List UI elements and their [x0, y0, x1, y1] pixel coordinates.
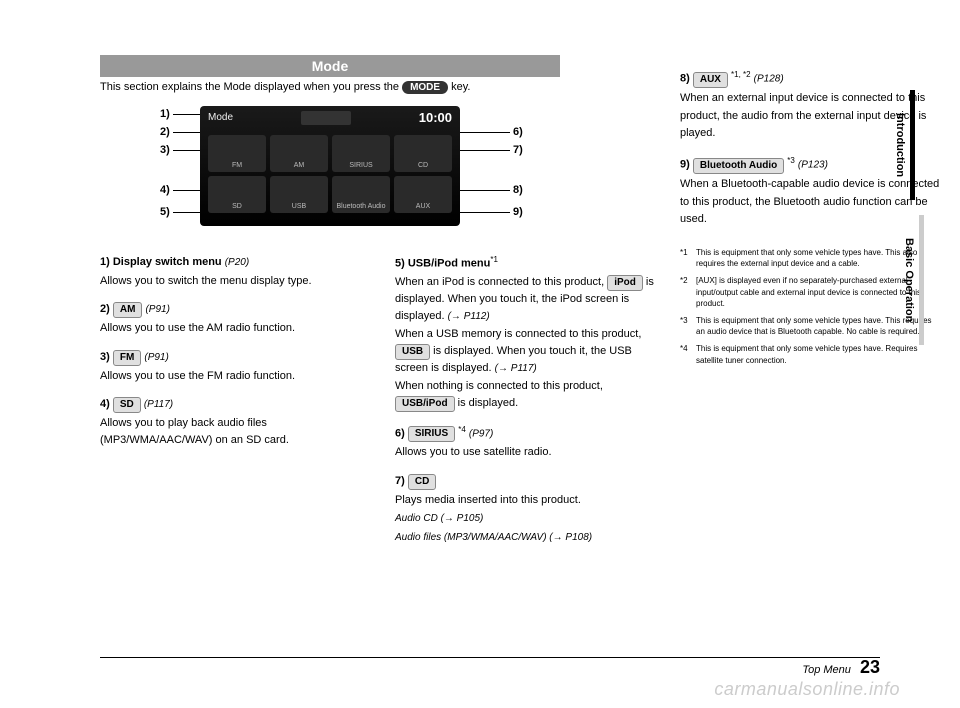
- cell-fm: FM: [208, 135, 266, 172]
- cell-usb: USB: [270, 176, 328, 213]
- intro-suffix: key.: [451, 81, 470, 93]
- mode-key: MODE: [402, 81, 448, 94]
- footnote: *3This is equipment that only some vehic…: [680, 315, 940, 337]
- list-item: 1) Display switch menu (P20)Allows you t…: [100, 254, 365, 289]
- callout-6: 6): [450, 126, 523, 138]
- screen-time: 10:00: [419, 110, 452, 125]
- cell-sirius: SIRIUS: [332, 135, 390, 172]
- footer-rule: [100, 657, 880, 658]
- screenshot-diagram: 1) 2) 3) 4) 5) 6) 7) 8) 9) Mode 10:00 FM…: [100, 106, 560, 236]
- column-1: 1) Display switch menu (P20)Allows you t…: [100, 254, 365, 557]
- page-footer: Top Menu 23: [802, 657, 880, 678]
- callout-8: 8): [450, 184, 523, 196]
- footnote: *4This is equipment that only some vehic…: [680, 343, 940, 365]
- side-tab-basic-operation: Basic Operation: [903, 215, 915, 345]
- cell-cd: CD: [394, 135, 452, 172]
- side-tab-introduction: Introduction: [894, 90, 915, 200]
- button-box: USB: [395, 344, 430, 360]
- footnote: *1This is equipment that only some vehic…: [680, 247, 940, 269]
- mode-screen: Mode 10:00 FM AM SIRIUS CD SD USB Blueto…: [200, 106, 460, 226]
- footer-section: Top Menu: [802, 664, 851, 676]
- button-box: CD: [408, 474, 436, 490]
- button-box: AM: [113, 302, 143, 318]
- button-box: SD: [113, 397, 141, 413]
- cell-sd: SD: [208, 176, 266, 213]
- page-number: 23: [860, 657, 880, 677]
- list-item: 2) AM (P91)Allows you to use the AM radi…: [100, 301, 365, 337]
- section-header: Mode: [100, 55, 560, 77]
- cell-am: AM: [270, 135, 328, 172]
- list-item: 3) FM (P91)Allows you to use the FM radi…: [100, 349, 365, 385]
- button-box: SIRIUS: [408, 426, 455, 442]
- columns: 1) Display switch menu (P20)Allows you t…: [100, 254, 660, 557]
- mode-grid: FM AM SIRIUS CD SD USB Bluetooth Audio A…: [200, 129, 460, 219]
- column-2: 5) USB/iPod menu*1 When an iPod is conne…: [395, 254, 660, 557]
- button-box: FM: [113, 350, 141, 366]
- screen-topbar: Mode 10:00: [200, 106, 460, 129]
- list-item: 7) CD Plays media inserted into this pro…: [395, 473, 660, 546]
- button-box: AUX: [693, 72, 728, 88]
- callout-7: 7): [450, 144, 523, 156]
- intro-prefix: This section explains the Mode displayed…: [100, 81, 402, 93]
- footnote: *2[AUX] is displayed even if no separate…: [680, 275, 940, 309]
- callout-9: 9): [450, 206, 523, 218]
- list-item: 4) SD (P117)Allows you to play back audi…: [100, 396, 365, 448]
- screen-title: Mode: [208, 112, 233, 123]
- watermark: carmanualsonline.info: [714, 679, 900, 700]
- page-content: Mode This section explains the Mode disp…: [100, 55, 860, 655]
- home-icon: [301, 111, 351, 125]
- cell-bt: Bluetooth Audio: [332, 176, 390, 213]
- button-box: USB/iPod: [395, 396, 455, 412]
- cell-aux: AUX: [394, 176, 452, 213]
- button-box: Bluetooth Audio: [693, 158, 784, 174]
- button-box: iPod: [607, 275, 643, 291]
- list-item: 5) USB/iPod menu*1 When an iPod is conne…: [395, 254, 660, 412]
- list-item: 6) SIRIUS *4 (P97)Allows you to use sate…: [395, 424, 660, 461]
- footnotes: *1This is equipment that only some vehic…: [680, 247, 940, 366]
